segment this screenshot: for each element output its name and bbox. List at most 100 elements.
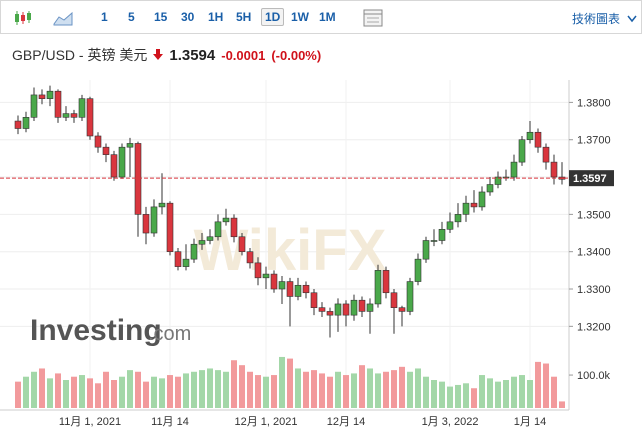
x-tick-label: 1月 3, 2022	[422, 416, 479, 428]
candle-body	[62, 113, 70, 118]
candle-body	[110, 154, 118, 178]
volume-bar	[455, 384, 461, 408]
interval[interactable]: 15	[154, 10, 168, 24]
volume-bar	[287, 358, 293, 408]
volume-bar	[527, 380, 533, 408]
volume-bar	[343, 375, 349, 408]
table-icon[interactable]	[363, 9, 383, 27]
logo-suffix: .com	[148, 323, 191, 345]
candle-body	[118, 146, 126, 178]
volume-bar	[199, 370, 205, 408]
volume-bar	[551, 376, 557, 408]
symbol: GBP/USD - 英镑 美元	[12, 47, 148, 63]
volume-bar	[335, 371, 341, 408]
down-arrow	[153, 49, 164, 60]
candle-body	[278, 281, 286, 290]
volume-bar	[23, 376, 29, 408]
interval[interactable]: 30	[181, 10, 195, 24]
volume-bar	[71, 376, 77, 408]
candle-body	[246, 251, 254, 264]
candle-body	[374, 270, 382, 305]
candle-body	[166, 202, 174, 252]
y-tick-label: 1.3700	[577, 135, 611, 147]
candle-body	[310, 292, 318, 308]
interval[interactable]: 5	[128, 10, 135, 24]
volume-bar	[31, 371, 37, 408]
volume-bar	[191, 371, 197, 408]
candle-body	[486, 184, 494, 193]
y-tick-label: 1.3400	[577, 247, 611, 259]
volume-bar	[55, 373, 61, 408]
candle-body	[462, 202, 470, 215]
volume-bar	[271, 375, 277, 408]
volume-bar	[79, 375, 85, 408]
volume-bar	[47, 378, 53, 408]
volume-bar	[543, 363, 549, 408]
candle-body	[518, 139, 526, 163]
area-icon[interactable]	[53, 10, 73, 26]
interval[interactable]: 1H	[208, 10, 224, 24]
volume-bar	[319, 373, 325, 408]
candle-body	[190, 243, 198, 260]
volume-bar	[263, 376, 269, 408]
volume-bar	[151, 376, 157, 408]
volume-bar	[463, 383, 469, 408]
candle-body	[158, 202, 166, 208]
candle-body	[302, 284, 310, 294]
candle-body	[438, 228, 446, 241]
candle-body	[342, 303, 350, 316]
volume-bar	[495, 381, 501, 408]
candle-body	[230, 217, 238, 238]
candle-body	[22, 117, 30, 129]
candle-body	[294, 284, 302, 297]
candle-body	[174, 251, 182, 267]
volume-bar	[231, 360, 237, 408]
candle-body	[446, 221, 454, 230]
candle-body	[14, 120, 22, 129]
interval[interactable]: 1	[101, 10, 108, 24]
candle-body	[46, 90, 54, 99]
candle-body	[350, 299, 358, 316]
volume-bar	[295, 368, 301, 408]
x-tick-label: 11月 14	[151, 416, 189, 428]
candle-icon[interactable]	[13, 10, 33, 26]
candle-body	[38, 94, 46, 99]
volume-bar	[103, 371, 109, 408]
volume-bar	[407, 371, 413, 408]
volume-bar	[415, 368, 421, 408]
watermark: WikiFX	[194, 218, 387, 283]
interval[interactable]: 1M	[319, 10, 336, 24]
volume-bar	[447, 386, 453, 408]
y-tick-label: 1.3800	[577, 97, 611, 109]
volume-bar	[479, 375, 485, 408]
interval[interactable]: 1W	[291, 10, 309, 24]
interval-selected[interactable]: 1D	[261, 8, 285, 26]
volume-bar	[95, 383, 101, 408]
candle-body	[454, 214, 462, 223]
tech-chart-menu[interactable]: 技術圖表	[572, 12, 621, 26]
candle-body	[206, 236, 214, 241]
candle-body	[254, 262, 262, 279]
volume-bar	[327, 376, 333, 408]
volume-bar	[111, 380, 117, 408]
candle-body	[430, 240, 438, 242]
candle-body	[422, 240, 430, 260]
volume-bar	[383, 371, 389, 408]
last-price-label: 1.3597	[573, 173, 607, 185]
candle-body	[70, 113, 78, 118]
volume-bar	[143, 381, 149, 408]
y-tick-label: 1.3600	[577, 172, 611, 184]
volume-bar	[15, 381, 21, 408]
volume-bar	[503, 380, 509, 408]
candle-body	[390, 292, 398, 308]
volume-bar	[511, 376, 517, 408]
candle-body	[78, 98, 86, 118]
candle-body	[526, 131, 534, 141]
interval[interactable]: 5H	[236, 10, 252, 24]
candle-body	[318, 307, 326, 312]
volume-bar	[247, 371, 253, 408]
volume-bar	[87, 378, 93, 408]
candle-body	[238, 236, 246, 252]
